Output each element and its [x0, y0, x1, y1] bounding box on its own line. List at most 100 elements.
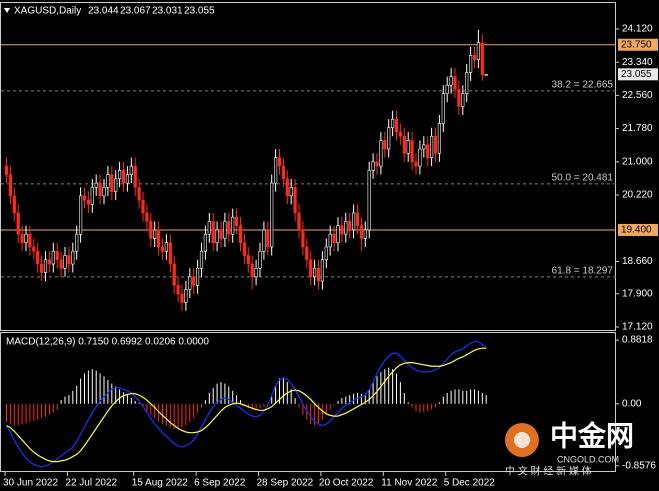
candle-body: [141, 199, 145, 214]
site: CNGOLD.COM: [557, 454, 619, 464]
candle-body: [316, 267, 321, 282]
y-tick-label: 17.120: [622, 322, 653, 333]
candle-body: [67, 255, 71, 265]
candle-body: [472, 55, 477, 60]
candle-body: [242, 242, 247, 256]
candle-body: [98, 182, 102, 197]
candle-body: [157, 229, 161, 248]
watermark: 中金网 CNGOLD.COM 中 文 财 经 新 媒 体: [505, 419, 634, 478]
y-tick-label: 17.900: [622, 288, 653, 299]
candle-body: [406, 140, 410, 154]
candle-body: [137, 187, 141, 201]
candle-body: [398, 131, 403, 137]
y-tick-label: 24.120: [622, 24, 653, 35]
candle-body: [215, 229, 219, 244]
candle-body: [4, 165, 9, 175]
candle-body: [344, 221, 348, 235]
candle-body: [145, 212, 149, 222]
candle-body: [192, 276, 196, 286]
candle-body: [371, 161, 375, 171]
candle-body: [468, 55, 473, 73]
candle-body: [211, 221, 215, 244]
candle-body: [441, 93, 445, 124]
candle-body: [82, 195, 87, 201]
y-tick-label: 0.00: [622, 398, 642, 409]
candle-body: [402, 135, 406, 154]
candle-body: [246, 255, 250, 265]
candle-body: [129, 165, 133, 175]
current-price-label: 23.055: [621, 69, 652, 80]
candle-body: [16, 212, 20, 235]
y-tick-label: 22.560: [622, 90, 653, 101]
candle-body: [418, 148, 422, 167]
x-tick-label: 22 Jul 2022: [65, 478, 117, 489]
candle-body: [231, 216, 235, 235]
x-tick-label: 20 Oct 2022: [319, 478, 374, 489]
candle-body: [281, 165, 286, 180]
candle-body: [160, 246, 165, 252]
candle-body: [114, 178, 118, 192]
candle-body: [348, 221, 352, 231]
price-label-box: [618, 223, 658, 236]
macd-title: MACD(12,26,9) 0.7150 0.6992 0.0206 0.000…: [6, 337, 209, 348]
candle-body: [410, 140, 414, 163]
candle-body: [390, 118, 395, 129]
candle-body: [250, 263, 254, 278]
candle-body: [363, 229, 367, 239]
candle-body: [133, 165, 137, 188]
candle-body: [340, 225, 344, 235]
x-tick-label: 6 Sep 2022: [194, 478, 246, 489]
x-tick-label: 15 Aug 2022: [132, 478, 189, 489]
candle-body: [94, 182, 98, 188]
candle-body: [254, 267, 258, 278]
candle-body: [351, 212, 356, 231]
candle-body: [32, 246, 36, 252]
candle-body: [36, 250, 40, 265]
candle-body: [24, 233, 28, 244]
menu-icon[interactable]: [4, 8, 10, 13]
candle-body: [20, 233, 24, 244]
candle-body: [332, 233, 336, 244]
macd-line: [5, 341, 487, 468]
macd-frame: [0, 332, 616, 472]
candle-body: [328, 233, 332, 248]
candle-body: [8, 174, 13, 197]
candle-body: [196, 267, 200, 286]
header-open: 23.044: [88, 6, 119, 17]
candle-body: [301, 229, 305, 248]
brand: 中金网: [550, 419, 634, 451]
candle-body: [465, 72, 469, 94]
candle-body: [449, 76, 453, 86]
candle-body: [102, 187, 106, 197]
candle-body: [238, 225, 243, 244]
x-tick-label: 11 Nov 2022: [381, 478, 437, 489]
candle-body: [375, 161, 379, 167]
price-label: 19.400: [621, 225, 652, 236]
candle-body: [426, 144, 430, 158]
candle-body: [383, 140, 387, 150]
candle-body: [235, 216, 239, 226]
candle-body: [367, 170, 371, 231]
candle-body: [75, 233, 79, 252]
candle-body: [273, 157, 278, 184]
candle-body: [476, 42, 481, 60]
candle-body: [12, 195, 16, 214]
candle-body: [293, 187, 297, 214]
candle-body: [258, 250, 262, 269]
candle-body: [480, 42, 484, 76]
fib-level-label: 50.0 = 20.481: [552, 173, 614, 184]
candle-body: [227, 221, 231, 235]
candle-body: [199, 250, 204, 269]
x-tick-label: 28 Sep 2022: [257, 478, 314, 489]
candle-body: [28, 233, 32, 248]
symbol-title: XAGUSD,Daily: [14, 6, 81, 17]
slogan: 中 文 财 经 新 媒 体: [505, 465, 592, 478]
candle-body: [433, 135, 438, 154]
candle-body: [394, 118, 399, 133]
candle-body: [184, 289, 188, 303]
y-tick-label: 0.8818: [622, 335, 653, 346]
candle-body: [47, 259, 51, 265]
candle-body: [106, 174, 110, 188]
macd-line: [6, 347, 487, 463]
